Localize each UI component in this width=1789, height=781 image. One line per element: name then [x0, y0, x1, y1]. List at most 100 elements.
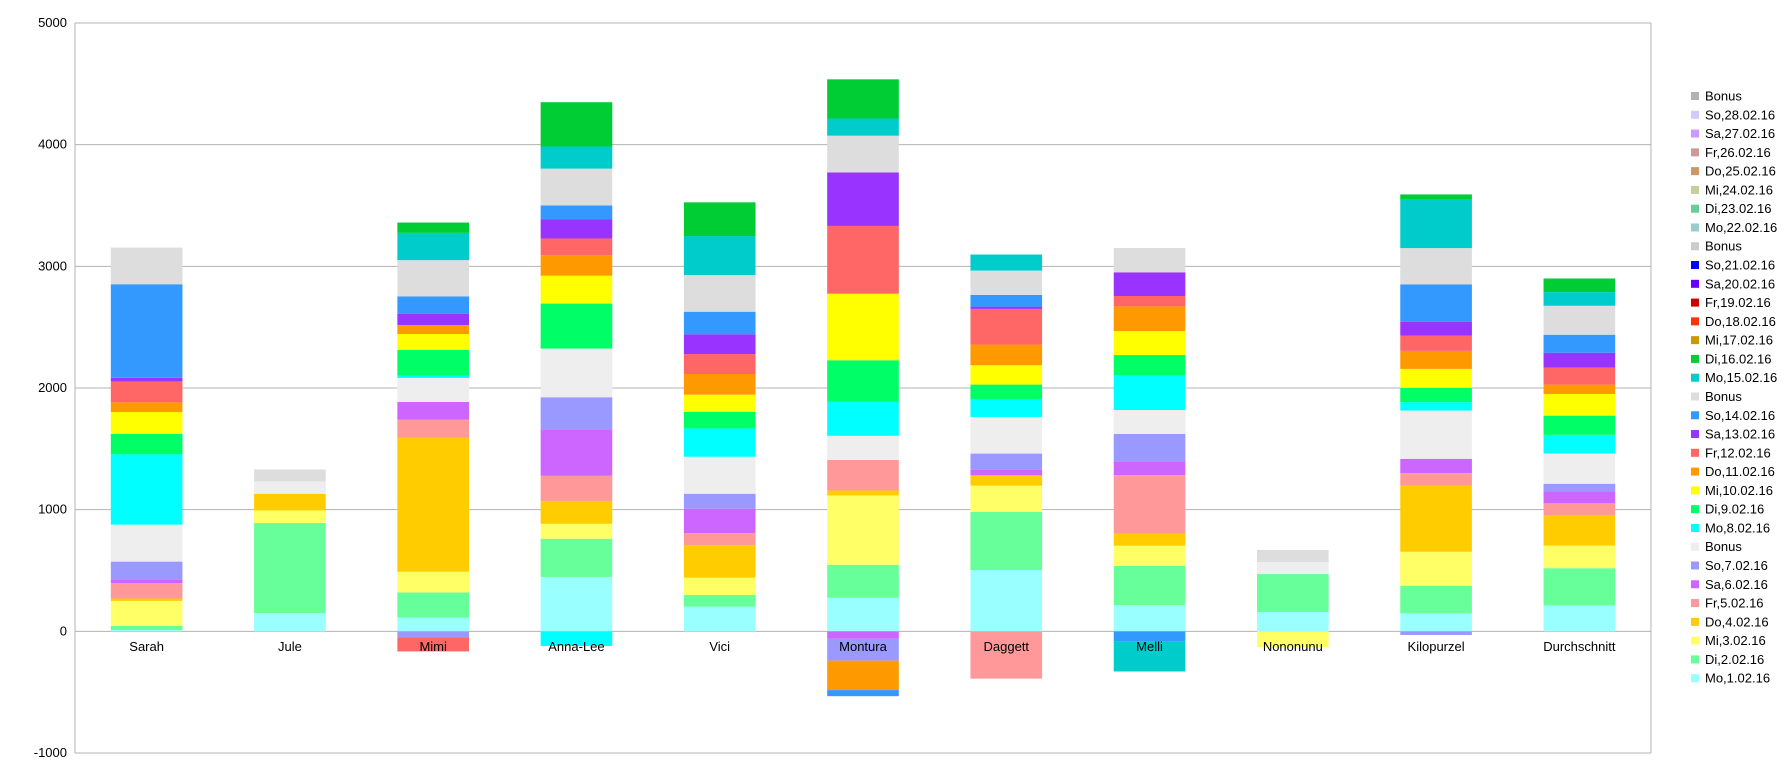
bar-segment [540, 576, 613, 632]
legend-label: Bonus [1705, 89, 1742, 104]
legend-label: Fr,26.02.16 [1705, 145, 1771, 160]
legend-swatch [1691, 317, 1699, 326]
x-category-label: Jule [278, 639, 302, 654]
x-category-label: Anna-Lee [548, 639, 604, 654]
bar-segment [1113, 306, 1186, 332]
bar-segment [1400, 368, 1472, 388]
bar-segment [827, 564, 899, 598]
bar-segment [683, 577, 756, 595]
bar-segment [683, 533, 756, 546]
bar-segment [827, 401, 899, 436]
bar-segment [1400, 248, 1472, 285]
legend-label: Mi,10.02.16 [1705, 483, 1773, 498]
bar-segment [683, 493, 756, 509]
bar-segment [110, 598, 183, 601]
legend-label: Sa,6.02.16 [1705, 577, 1768, 592]
bar-segment [1400, 321, 1472, 336]
legend-label: So,21.02.16 [1705, 258, 1775, 273]
bar-segment [110, 630, 183, 632]
bar-segment [254, 481, 326, 494]
legend-label: Di,9.02.16 [1705, 502, 1764, 517]
bar-segment [827, 459, 899, 491]
legend-label: Fr,5.02.16 [1705, 596, 1764, 611]
legend-label: So,7.02.16 [1705, 558, 1768, 573]
legend-swatch [1691, 279, 1699, 288]
x-category-label: Kilopurzel [1408, 639, 1465, 654]
legend-label: Bonus [1705, 389, 1742, 404]
bar-segment [683, 428, 756, 457]
legend-swatch [1691, 636, 1699, 645]
bar-segment [1400, 410, 1472, 459]
bar-segment [970, 308, 1043, 345]
bar-segment [1400, 199, 1472, 249]
bar-segment [1400, 458, 1472, 474]
bar-segment [397, 375, 469, 378]
legend-label: Di,23.02.16 [1705, 201, 1772, 216]
bar-segment [970, 344, 1043, 366]
y-tick-label: 5000 [38, 15, 67, 30]
legend-label: Mo,8.02.16 [1705, 520, 1770, 535]
bar-segment [1113, 474, 1186, 534]
bar-segment [110, 454, 183, 525]
bar-segment [397, 631, 469, 638]
bar-segment [540, 475, 613, 502]
bar-segment [540, 348, 613, 398]
bar-segment [827, 690, 899, 697]
bar-segment [683, 394, 756, 412]
y-tick-label: 4000 [38, 137, 67, 152]
bar-segment [1113, 533, 1186, 546]
bar-segment [1543, 352, 1616, 368]
bar-segment [970, 254, 1043, 271]
bar-segment [970, 570, 1043, 632]
y-tick-label: 2000 [38, 380, 67, 395]
bar-segment [1113, 410, 1186, 434]
bar-segment [683, 374, 756, 395]
legend-swatch [1691, 561, 1699, 570]
x-category-label: Vici [709, 639, 730, 654]
bar-segment [827, 293, 899, 361]
legend-label: So,28.02.16 [1705, 107, 1775, 122]
bar-segment [683, 545, 756, 578]
bar-segment [827, 79, 899, 119]
bar-segment [1113, 355, 1186, 375]
legend-swatch [1691, 599, 1699, 608]
bar-segment [110, 600, 183, 626]
bar-segment [970, 306, 1043, 309]
bar-segment [970, 631, 1043, 679]
bar-segment [110, 247, 183, 285]
legend-label: Do,11.02.16 [1705, 464, 1775, 479]
bar-segment [397, 592, 469, 618]
bar-segment [254, 493, 326, 511]
bar-segment [683, 606, 756, 632]
bar-segment [540, 631, 613, 646]
bar-segment [397, 260, 469, 297]
bar-segment [683, 594, 756, 607]
bar-segment [254, 510, 326, 524]
legend-swatch [1691, 354, 1699, 363]
legend-label: Do,18.02.16 [1705, 314, 1776, 329]
bar-segment [1400, 473, 1472, 486]
bar-segment [827, 638, 899, 661]
legend-swatch [1691, 505, 1699, 514]
bar-segment [540, 238, 613, 256]
bar-segment [1257, 631, 1329, 648]
bar-segment [1543, 453, 1616, 484]
bar-segment [1543, 334, 1616, 353]
legend-label: Do,4.02.16 [1705, 614, 1769, 629]
x-category-label: Daggett [983, 639, 1029, 654]
bar-segment [397, 296, 469, 314]
bar-segment [1543, 568, 1616, 606]
legend-label: Mo,1.02.16 [1705, 671, 1770, 686]
bar-segment [1543, 292, 1616, 306]
legend-swatch [1691, 523, 1699, 532]
bar-segment [540, 397, 613, 430]
legend-swatch [1691, 617, 1699, 626]
bar-segment [540, 275, 613, 304]
bar-segment [540, 538, 613, 577]
bar-segment [1400, 402, 1472, 411]
bar-segment [827, 631, 899, 639]
legend-label: Mi,24.02.16 [1705, 182, 1773, 197]
bar-segment [1543, 434, 1616, 454]
bar-segment [540, 168, 613, 206]
bar-segment [827, 118, 899, 136]
